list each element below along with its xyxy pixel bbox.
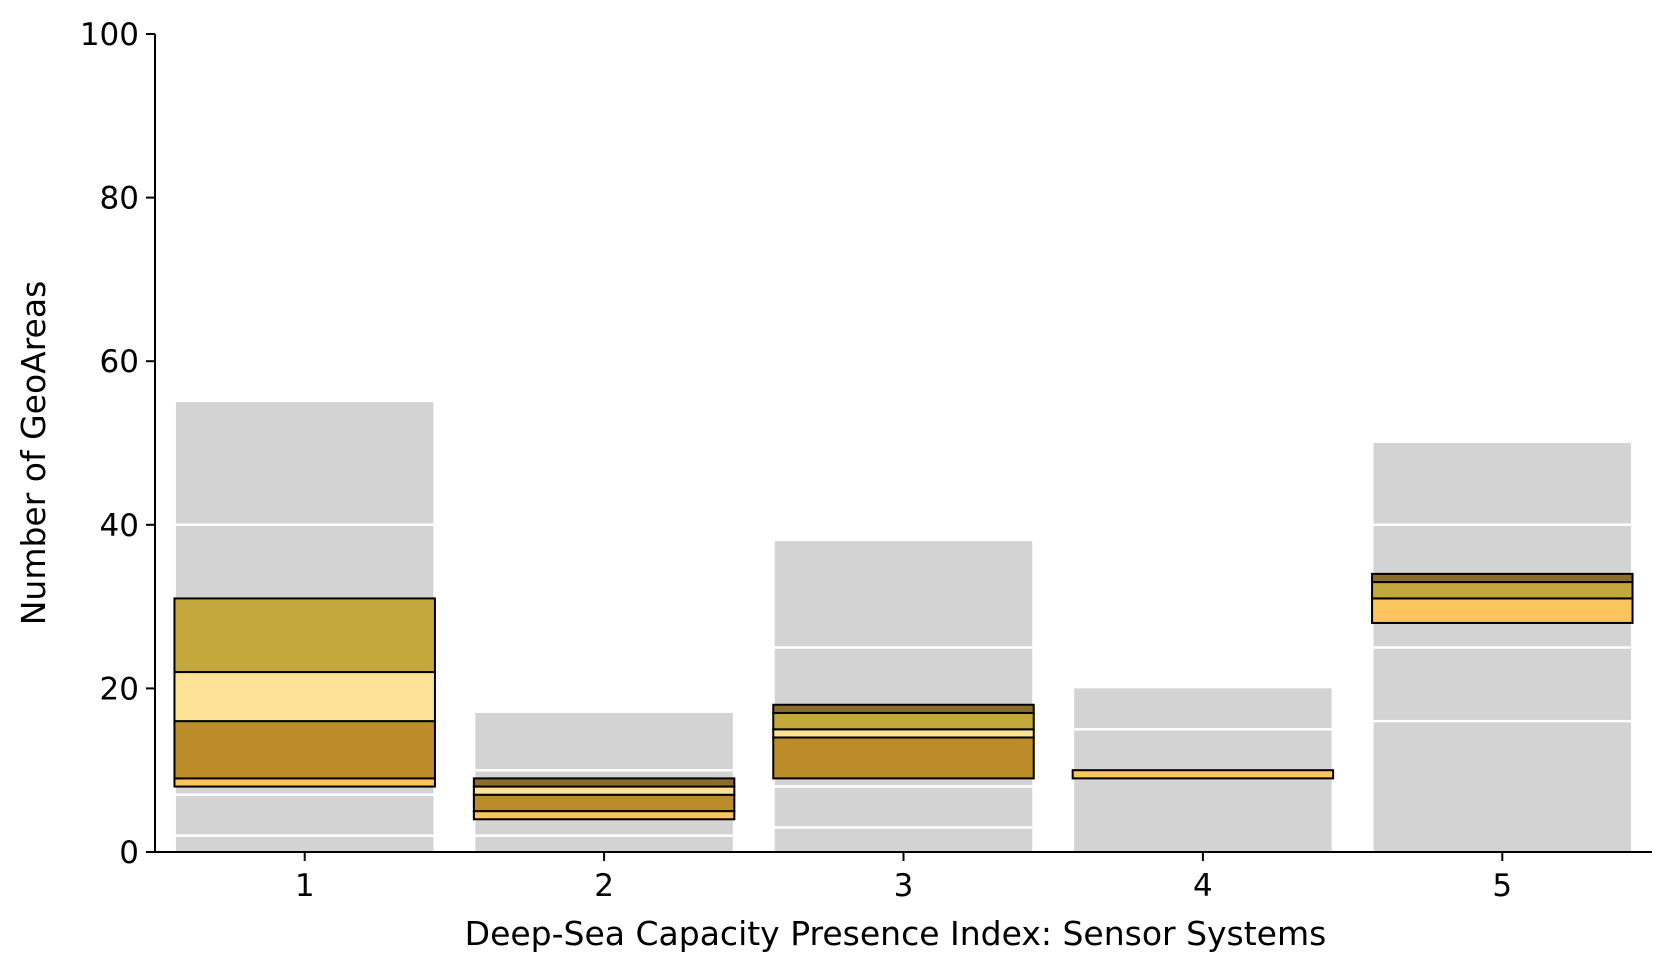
ticks-layer: 0 20 40 60 80 100 1 2 3 4 5 xyxy=(80,17,1512,904)
x-tick-label-4: 4 xyxy=(1193,868,1213,904)
highlight-segment-3-4 xyxy=(772,703,1035,714)
highlight-segment-3-1 xyxy=(772,736,1035,780)
y-tick-label-100: 100 xyxy=(80,17,139,53)
highlight-segment-2-3 xyxy=(472,785,736,796)
y-tick-label-40: 40 xyxy=(100,508,139,544)
highlight-segment-1-2 xyxy=(173,720,436,780)
y-axis-label: Number of GeoAreas xyxy=(14,281,53,626)
highlight-segment-3-3 xyxy=(772,711,1035,731)
y-tick-label-80: 80 xyxy=(100,181,139,217)
highlight-segment-5-3 xyxy=(1371,572,1634,584)
highlight-segment-2-2 xyxy=(472,793,736,813)
x-tick-label-2: 2 xyxy=(594,868,614,904)
y-tick-label-20: 20 xyxy=(100,671,139,707)
highlight-segment-3-2 xyxy=(772,728,1035,739)
y-tick-label-0: 0 xyxy=(119,835,139,871)
x-tick-label-3: 3 xyxy=(894,868,914,904)
highlight-segment-1-3 xyxy=(173,671,436,723)
highlight-segment-4-1 xyxy=(1071,769,1335,780)
highlight-segment-5-1 xyxy=(1371,597,1634,624)
x-axis-label: Deep-Sea Capacity Presence Index: Sensor… xyxy=(465,914,1327,953)
x-tick-label-1: 1 xyxy=(295,868,315,904)
background-bar-3 xyxy=(774,541,1033,852)
highlight-segment-5-2 xyxy=(1371,581,1634,600)
highlight-segment-1-4 xyxy=(173,597,436,674)
highlight-bars-layer xyxy=(173,572,1634,821)
highlight-segment-1-1 xyxy=(173,777,436,788)
x-tick-label-5: 5 xyxy=(1492,868,1512,904)
highlight-segment-2-1 xyxy=(472,810,736,821)
highlight-segment-2-4 xyxy=(472,777,736,788)
y-tick-label-60: 60 xyxy=(100,344,139,380)
